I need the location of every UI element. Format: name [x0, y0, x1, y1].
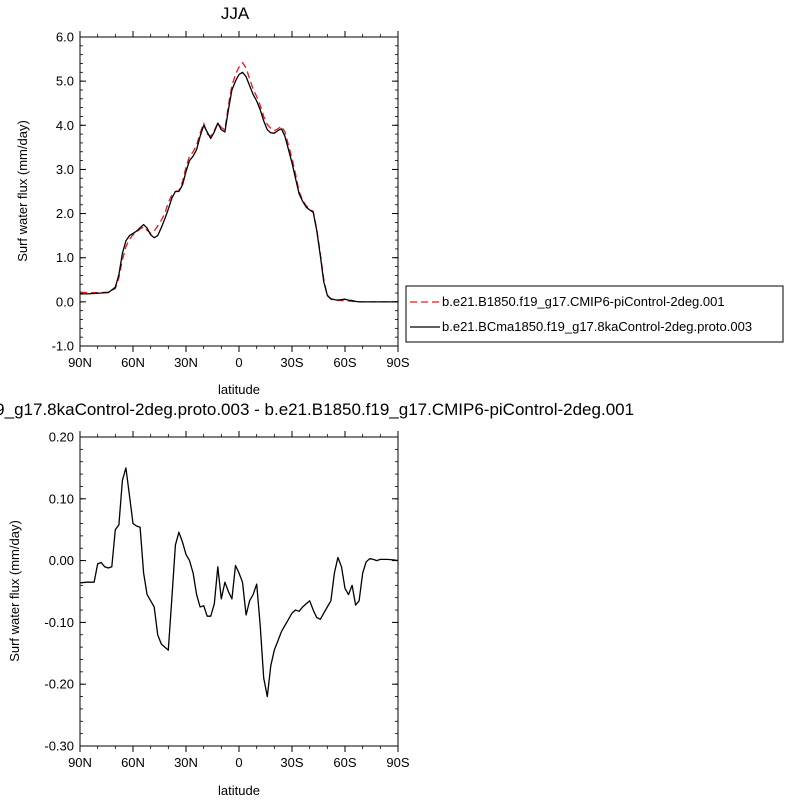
top-y-axis-label: Surf water flux (mm/day)	[15, 120, 30, 262]
bottom-series-group	[80, 468, 398, 697]
x-tick-label: 60S	[333, 355, 356, 370]
x-tick-label: 30N	[174, 355, 198, 370]
y-tick-label: 1.0	[56, 250, 74, 265]
bottom-y-axis-label: Surf water flux (mm/day)	[7, 520, 22, 662]
top-series-line-0	[80, 63, 398, 302]
y-tick-label: 5.0	[56, 74, 74, 89]
y-tick-label: 0.00	[49, 553, 74, 568]
legend: b.e21.B1850.f19_g17.CMIP6-piControl-2deg…	[406, 286, 783, 342]
x-tick-label: 90N	[68, 355, 92, 370]
top-series-line-1	[80, 72, 398, 302]
top-y-tick-labels: -1.0 0.0 1.0 2.0 3.0 4.0 5.0 6.0	[52, 30, 74, 354]
y-tick-label: -0.30	[44, 739, 74, 754]
bottom-y-tick-labels: -0.30 -0.20 -0.10 0.00 0.10 0.20	[44, 430, 74, 754]
x-tick-label: 90S	[386, 355, 409, 370]
bot-series-line-0	[80, 468, 398, 697]
y-tick-label: 0.20	[49, 430, 74, 445]
top-axis-ticks	[80, 31, 398, 352]
x-tick-label: 90N	[68, 755, 92, 770]
legend-entry-8kaControl: b.e21.BCma1850.f19_g17.8kaControl-2deg.p…	[442, 319, 752, 334]
y-tick-label: 4.0	[56, 118, 74, 133]
top-x-axis-label: latitude	[218, 382, 260, 397]
x-tick-label: 30S	[280, 755, 303, 770]
bottom-chart-title: b.e21.BCma1850.f19_g17.8kaControl-2deg.p…	[0, 400, 634, 419]
x-tick-label: 60N	[121, 755, 145, 770]
top-x-tick-labels: 90N 60N 30N 0 30S 60S 90S	[68, 355, 410, 370]
x-tick-label: 0	[235, 355, 242, 370]
x-tick-label: 60N	[121, 355, 145, 370]
x-tick-label: 30S	[280, 355, 303, 370]
x-tick-label: 30N	[174, 755, 198, 770]
y-tick-label: -0.10	[44, 615, 74, 630]
bottom-x-axis-label: latitude	[218, 783, 260, 798]
y-tick-label: 0.10	[49, 491, 74, 506]
y-tick-label: -0.20	[44, 677, 74, 692]
y-tick-label: -1.0	[52, 339, 74, 354]
top-series-group	[80, 63, 398, 302]
y-tick-label: 0.0	[56, 294, 74, 309]
x-tick-label: 0	[235, 755, 242, 770]
x-tick-label: 60S	[333, 755, 356, 770]
top-chart-title: JJA	[221, 4, 250, 23]
y-tick-label: 2.0	[56, 206, 74, 221]
legend-entry-piControl: b.e21.B1850.f19_g17.CMIP6-piControl-2deg…	[442, 294, 725, 309]
top-panel: JJA -1.0 0.0 1.0 2.0 3.0 4.0 5.0 6.0 90N 60N 30N 0…	[15, 4, 783, 397]
bottom-x-tick-labels: 90N 60N 30N 0 30S 60S 90S	[68, 755, 410, 770]
x-tick-label: 90S	[386, 755, 409, 770]
y-tick-label: 6.0	[56, 30, 74, 45]
bottom-panel: b.e21.BCma1850.f19_g17.8kaControl-2deg.p…	[0, 400, 634, 798]
y-tick-label: 3.0	[56, 162, 74, 177]
